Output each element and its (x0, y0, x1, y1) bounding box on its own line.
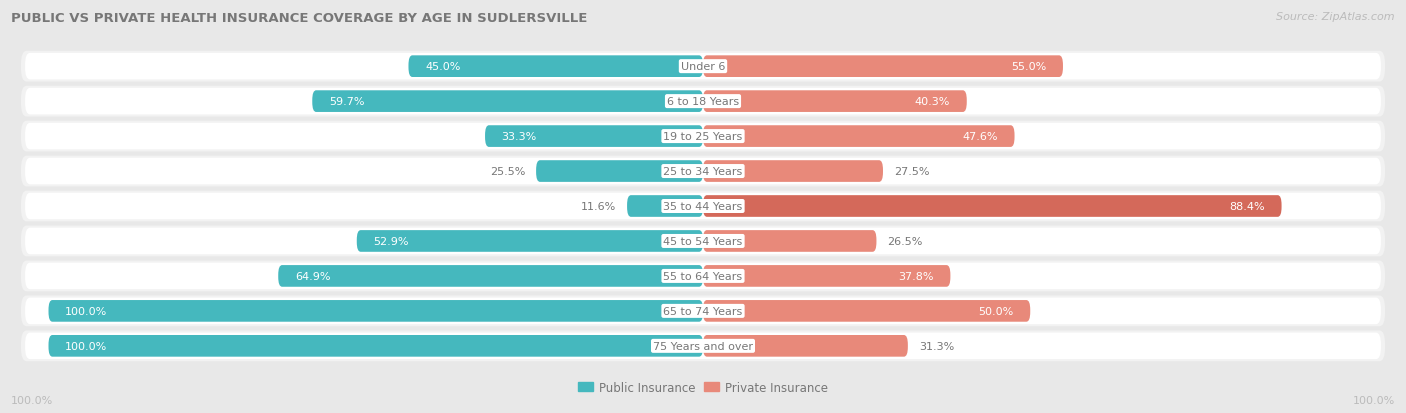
Text: 25.5%: 25.5% (489, 166, 524, 177)
Text: PUBLIC VS PRIVATE HEALTH INSURANCE COVERAGE BY AGE IN SUDLERSVILLE: PUBLIC VS PRIVATE HEALTH INSURANCE COVER… (11, 12, 588, 25)
FancyBboxPatch shape (703, 126, 1015, 147)
Text: 100.0%: 100.0% (65, 306, 107, 316)
FancyBboxPatch shape (18, 85, 1388, 119)
FancyBboxPatch shape (25, 263, 1381, 290)
FancyBboxPatch shape (357, 230, 703, 252)
FancyBboxPatch shape (703, 300, 1031, 322)
Text: 47.6%: 47.6% (963, 132, 998, 142)
Text: 100.0%: 100.0% (11, 395, 53, 405)
FancyBboxPatch shape (409, 56, 703, 78)
Text: 35 to 44 Years: 35 to 44 Years (664, 202, 742, 211)
FancyBboxPatch shape (21, 87, 1385, 117)
FancyBboxPatch shape (18, 225, 1388, 258)
Text: 31.3%: 31.3% (920, 341, 955, 351)
FancyBboxPatch shape (18, 120, 1388, 154)
Text: 6 to 18 Years: 6 to 18 Years (666, 97, 740, 107)
FancyBboxPatch shape (18, 259, 1388, 293)
FancyBboxPatch shape (21, 331, 1385, 361)
Text: 52.9%: 52.9% (374, 236, 409, 247)
Text: 19 to 25 Years: 19 to 25 Years (664, 132, 742, 142)
FancyBboxPatch shape (21, 261, 1385, 292)
Text: 11.6%: 11.6% (581, 202, 616, 211)
FancyBboxPatch shape (21, 296, 1385, 326)
FancyBboxPatch shape (627, 196, 703, 217)
Text: 26.5%: 26.5% (887, 236, 922, 247)
Text: Source: ZipAtlas.com: Source: ZipAtlas.com (1277, 12, 1395, 22)
FancyBboxPatch shape (536, 161, 703, 183)
Text: 59.7%: 59.7% (329, 97, 364, 107)
FancyBboxPatch shape (312, 91, 703, 113)
FancyBboxPatch shape (485, 126, 703, 147)
FancyBboxPatch shape (21, 191, 1385, 222)
FancyBboxPatch shape (25, 228, 1381, 255)
FancyBboxPatch shape (703, 335, 908, 357)
Text: 64.9%: 64.9% (295, 271, 330, 281)
FancyBboxPatch shape (25, 89, 1381, 115)
Text: 88.4%: 88.4% (1229, 202, 1265, 211)
Text: 27.5%: 27.5% (894, 166, 929, 177)
FancyBboxPatch shape (18, 294, 1388, 328)
Text: 45 to 54 Years: 45 to 54 Years (664, 236, 742, 247)
Text: 25 to 34 Years: 25 to 34 Years (664, 166, 742, 177)
FancyBboxPatch shape (48, 335, 703, 357)
Text: 55.0%: 55.0% (1011, 62, 1046, 72)
FancyBboxPatch shape (25, 54, 1381, 80)
FancyBboxPatch shape (25, 333, 1381, 359)
FancyBboxPatch shape (48, 300, 703, 322)
FancyBboxPatch shape (18, 155, 1388, 188)
Text: 33.3%: 33.3% (502, 132, 537, 142)
FancyBboxPatch shape (703, 161, 883, 183)
Legend: Public Insurance, Private Insurance: Public Insurance, Private Insurance (574, 376, 832, 399)
Text: 50.0%: 50.0% (979, 306, 1014, 316)
Text: 37.8%: 37.8% (898, 271, 934, 281)
Text: 75 Years and over: 75 Years and over (652, 341, 754, 351)
FancyBboxPatch shape (25, 193, 1381, 220)
FancyBboxPatch shape (21, 226, 1385, 257)
Text: 40.3%: 40.3% (915, 97, 950, 107)
FancyBboxPatch shape (18, 190, 1388, 223)
FancyBboxPatch shape (21, 121, 1385, 152)
FancyBboxPatch shape (21, 52, 1385, 82)
FancyBboxPatch shape (703, 230, 876, 252)
Text: 100.0%: 100.0% (1353, 395, 1395, 405)
FancyBboxPatch shape (25, 123, 1381, 150)
Text: Under 6: Under 6 (681, 62, 725, 72)
Text: 45.0%: 45.0% (425, 62, 460, 72)
FancyBboxPatch shape (703, 196, 1282, 217)
Text: 100.0%: 100.0% (65, 341, 107, 351)
FancyBboxPatch shape (703, 91, 967, 113)
FancyBboxPatch shape (21, 156, 1385, 187)
FancyBboxPatch shape (278, 266, 703, 287)
Text: 65 to 74 Years: 65 to 74 Years (664, 306, 742, 316)
FancyBboxPatch shape (18, 50, 1388, 84)
FancyBboxPatch shape (18, 329, 1388, 363)
FancyBboxPatch shape (703, 56, 1063, 78)
Text: 55 to 64 Years: 55 to 64 Years (664, 271, 742, 281)
FancyBboxPatch shape (25, 298, 1381, 324)
FancyBboxPatch shape (703, 266, 950, 287)
FancyBboxPatch shape (25, 158, 1381, 185)
